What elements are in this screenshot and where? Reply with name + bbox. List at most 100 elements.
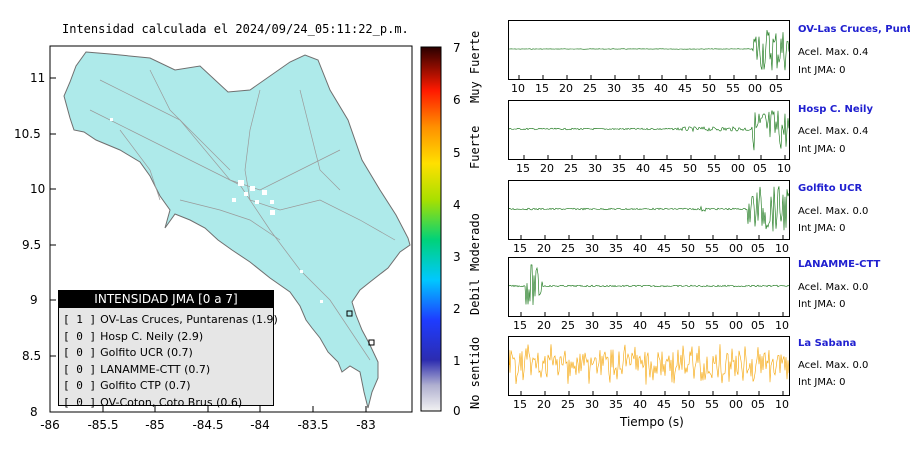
- panel-tick-label: 20: [537, 242, 551, 255]
- panel-tick-label: 05: [751, 242, 765, 255]
- panel-tick-label: 55: [726, 82, 740, 95]
- colorbar-tick: 7: [453, 41, 461, 55]
- legend-title: INTENSIDAD JMA [0 a 7]: [59, 291, 273, 308]
- panel-tick-label: 45: [657, 398, 671, 411]
- legend-level: [ 0 ]: [63, 395, 97, 409]
- legend-level: [ 0 ]: [63, 329, 97, 343]
- station-acel: Acel. Max. 0.4: [798, 47, 869, 58]
- legend-row: [ 0 ] OV-Coton, Coto Brus (0.6): [59, 395, 273, 412]
- colorbar-tick: 0: [453, 404, 461, 418]
- intensity-colorbar: [420, 46, 442, 412]
- panel-tick-label: 10: [775, 242, 789, 255]
- panel-tick-label: 20: [540, 162, 554, 175]
- panel-tick-label: 00: [729, 242, 743, 255]
- legend-station: OV-Las Cruces, Puntarenas (1.9): [100, 313, 278, 326]
- legend-row: [ 0 ] Golfito UCR (0.7): [59, 345, 273, 362]
- legend-row: [ 0 ] Golfito CTP (0.7): [59, 378, 273, 395]
- panel-tick-label: 25: [561, 398, 575, 411]
- colorbar-tick: 2: [453, 302, 461, 316]
- panel-tick-label: 00: [729, 319, 743, 332]
- panel-tick-label: 45: [657, 319, 671, 332]
- map-y-tick: 11: [30, 71, 46, 85]
- panel-tick-label: 55: [705, 398, 719, 411]
- seismogram-trace: [509, 344, 789, 395]
- waveform-line: [509, 264, 789, 306]
- map-x-tick: -84.5: [192, 418, 224, 432]
- station-name: OV-Las Cruces, Puntar: [798, 24, 910, 35]
- colorbar-category: Moderado: [468, 213, 482, 271]
- panel-tick-label: 30: [585, 242, 599, 255]
- station-name: La Sabana: [798, 338, 857, 349]
- colorbar-tick: 3: [453, 250, 461, 264]
- panel-tick-label: 15: [513, 319, 527, 332]
- panel-tick-label: 15: [535, 82, 549, 95]
- panel-tick-label: 20: [559, 82, 573, 95]
- seismogram-panel: [508, 336, 790, 396]
- panel-tick-label: 40: [633, 242, 647, 255]
- panel-tick-label: 40: [633, 319, 647, 332]
- station-name: Golfito UCR: [798, 183, 863, 194]
- panel-tick-label: 35: [609, 398, 623, 411]
- legend-station: Golfito CTP (0.7): [100, 379, 191, 392]
- legend-level: [ 0 ]: [63, 362, 97, 376]
- panel-tick-label: 25: [583, 82, 597, 95]
- panel-tick-label: 30: [585, 319, 599, 332]
- map-x-tick: -85.5: [87, 418, 119, 432]
- panel-tick-label: 10: [511, 82, 525, 95]
- panel-tick-label: 15: [513, 398, 527, 411]
- panel-tick-label: 05: [769, 82, 783, 95]
- time-axis-label: Tiempo (s): [620, 415, 684, 429]
- panel-tick-label: 55: [705, 242, 719, 255]
- legend-row: [ 1 ] OV-Las Cruces, Puntarenas (1.9): [59, 312, 278, 329]
- waveform-line: [509, 344, 789, 385]
- panel-tick-label: 05: [751, 319, 765, 332]
- legend-row: [ 0 ] Hosp C. Neily (2.9): [59, 329, 273, 346]
- panel-tick-label: 35: [631, 82, 645, 95]
- panel-tick-label: 25: [561, 319, 575, 332]
- panel-tick-label: 55: [705, 319, 719, 332]
- legend-station: OV-Coton, Coto Brus (0.6): [100, 395, 243, 409]
- panel-tick-label: 50: [683, 162, 697, 175]
- map-x-tick: -83.5: [297, 418, 329, 432]
- panel-tick-label: 45: [678, 82, 692, 95]
- legend-row: [ 0 ] LANAMME-CTT (0.7): [59, 362, 273, 379]
- panel-tick-label: 00: [731, 162, 745, 175]
- map-y-tick: 9: [30, 293, 38, 307]
- panel-tick-label: 15: [513, 242, 527, 255]
- map-y-tick: 8: [30, 405, 38, 419]
- seismogram-trace: [509, 186, 789, 239]
- panel-tick-label: 55: [707, 162, 721, 175]
- panel-tick-label: 30: [607, 82, 621, 95]
- panel-tick-label: 35: [609, 242, 623, 255]
- map-y-tick: 10.5: [14, 127, 41, 141]
- seismogram-panel: [508, 180, 790, 240]
- waveform-line: [509, 110, 789, 151]
- map-x-tick: -84: [250, 418, 270, 432]
- panel-tick-label: 45: [657, 242, 671, 255]
- panel-tick-label: 45: [659, 162, 673, 175]
- legend-station: LANAMME-CTT (0.7): [100, 362, 211, 376]
- station-int: Int JMA: 0: [798, 223, 846, 234]
- panel-tick-label: 30: [585, 398, 599, 411]
- legend-level: [ 0 ]: [63, 379, 97, 392]
- panel-tick-label: 05: [751, 398, 765, 411]
- panel-tick-label: 40: [633, 398, 647, 411]
- panel-tick-label: 15: [516, 162, 530, 175]
- panel-tick-label: 25: [564, 162, 578, 175]
- colorbar-category: Fuerte: [468, 125, 482, 169]
- waveform-line: [509, 186, 789, 232]
- colorbar-category: No sentido: [468, 336, 482, 409]
- panel-tick-label: 05: [753, 162, 767, 175]
- intensity-legend: INTENSIDAD JMA [0 a 7] [ 1 ] OV-Las Cruce…: [58, 290, 278, 409]
- panel-tick-label: 00: [729, 398, 743, 411]
- station-int: Int JMA: 0: [798, 299, 846, 310]
- colorbar-tick: 4: [453, 198, 461, 212]
- map-x-tick: -83: [356, 418, 376, 432]
- station-int: Int JMA: 0: [798, 144, 846, 155]
- panel-tick-label: 10: [775, 319, 789, 332]
- map-x-tick: -85: [145, 418, 165, 432]
- seismogram-panel: [508, 100, 790, 160]
- colorbar-tick: 1: [453, 354, 461, 368]
- colorbar-tick: 5: [453, 146, 461, 160]
- map-x-tick: -86: [40, 418, 60, 432]
